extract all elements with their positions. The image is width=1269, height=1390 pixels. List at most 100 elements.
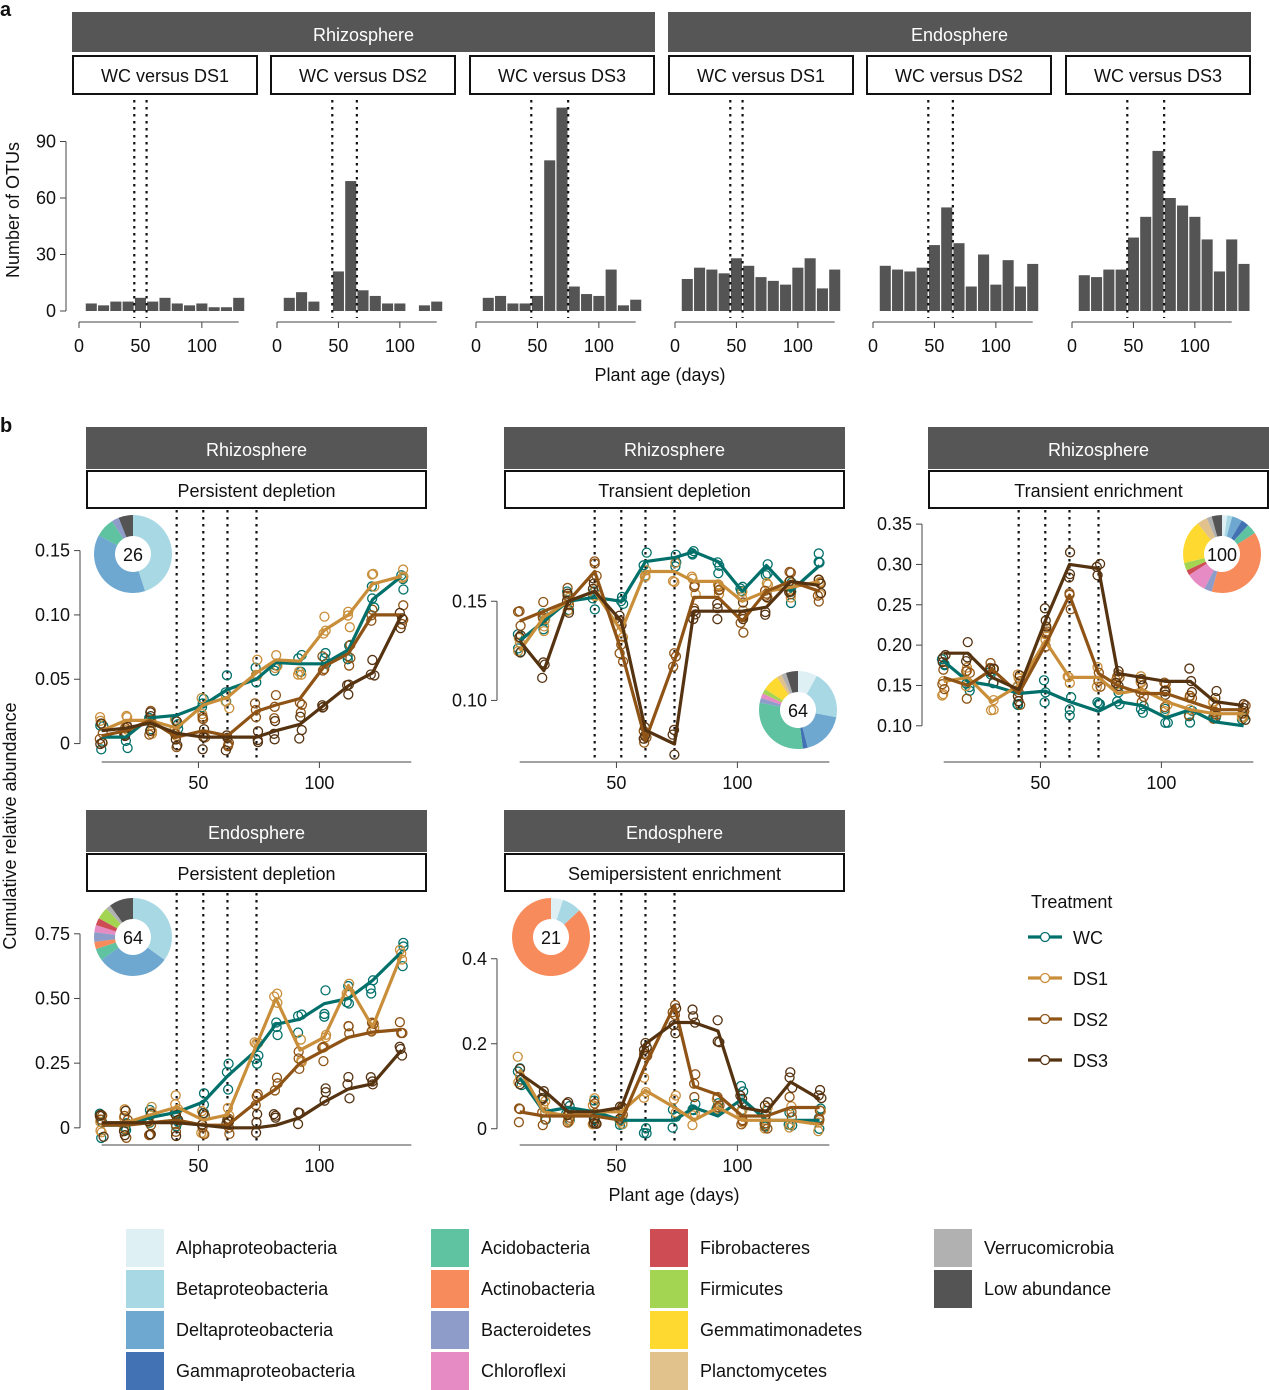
y-tick-label: 0.2 [462, 1034, 487, 1054]
donut-slice [511, 898, 590, 977]
taxa-legend-item: Gemmatimonadetes [650, 1311, 862, 1349]
replicate-point [144, 729, 155, 740]
donut-slice [1234, 525, 1255, 545]
histogram-bar [743, 265, 755, 311]
replicate-point [172, 740, 183, 751]
y-tick-label: 90 [36, 132, 56, 152]
replicate-point [196, 692, 207, 704]
replicate-point [320, 647, 331, 659]
x-tick-label: 100 [1180, 336, 1210, 356]
donut-slice [95, 918, 118, 932]
replicate-point [760, 609, 771, 620]
replicate-point [712, 1102, 724, 1113]
donut-slice [1197, 518, 1215, 540]
histogram-bar [916, 267, 928, 311]
histogram-bar [171, 303, 183, 311]
replicate-point [1160, 678, 1171, 689]
donut-slice [98, 908, 121, 929]
replicate-point [121, 1132, 132, 1143]
donut-slice [94, 932, 116, 942]
replicate-point [221, 670, 233, 681]
compartment-label: Rhizosphere [624, 440, 725, 460]
replicate-point [762, 592, 774, 604]
taxa-label: Fibrobacteres [700, 1237, 811, 1258]
histogram-bar [296, 292, 308, 311]
compartment-label: Endosphere [911, 25, 1008, 45]
y-tick-label: 60 [36, 188, 56, 208]
x-tick-label: 0 [74, 336, 84, 356]
taxa-label: Alphaproteobacteria [176, 1237, 338, 1258]
replicate-point [714, 584, 725, 595]
donut-slice [781, 672, 793, 694]
replicate-point [317, 651, 328, 662]
histogram-bar [1201, 239, 1213, 311]
donut-slice [798, 671, 817, 695]
donut-slice [1204, 570, 1218, 592]
histogram-bar [904, 271, 916, 311]
donut-slice [1206, 516, 1218, 538]
legend-marker [1039, 972, 1051, 984]
replicate-point [562, 588, 573, 599]
donut-slice [94, 535, 146, 593]
x-tick-label: 50 [1123, 336, 1143, 356]
replicate-point [170, 1130, 182, 1142]
legend-marker [1039, 1013, 1051, 1025]
replicate-point [937, 690, 948, 701]
replicate-point [515, 620, 526, 631]
replicate-point [939, 684, 950, 695]
donut-slice [765, 677, 789, 701]
taxa-label: Verrucomicrobia [984, 1237, 1115, 1258]
replicate-point [95, 1109, 106, 1120]
histogram-bar [718, 273, 730, 311]
series-line [101, 613, 402, 739]
composition-donut: 100 [1183, 515, 1262, 594]
replicate-point [122, 742, 133, 754]
histogram-bar [1127, 237, 1139, 311]
replicate-point [1013, 696, 1024, 707]
composition-donut: 64 [758, 671, 837, 749]
x-tick-label: 0 [471, 336, 481, 356]
replicate-point [170, 1126, 182, 1137]
line-chart-facet: Rhizosphere Transient depletion 50 100 0.10 0… [452, 427, 845, 793]
histogram-bar [965, 286, 977, 311]
histogram-bar [233, 297, 245, 311]
x-tick-label: 50 [188, 773, 208, 793]
donut-slice [800, 727, 808, 749]
x-tick-label: 0 [1067, 336, 1077, 356]
replicate-point [668, 724, 680, 736]
donut-slice [1226, 516, 1242, 539]
histogram-bar [332, 271, 344, 311]
comparison-strip [866, 55, 1052, 95]
replicate-point [813, 548, 824, 559]
x-tick-label: 100 [722, 773, 752, 793]
otu-count-label: 64 [123, 928, 143, 948]
histogram-bar [892, 269, 904, 311]
replicate-point [537, 672, 548, 684]
replicate-point [667, 1122, 678, 1133]
legend-label: DS3 [1073, 1051, 1108, 1071]
comparison-label: WC versus DS2 [299, 66, 427, 86]
replicate-point [738, 627, 749, 638]
pattern-label: Persistent depletion [177, 481, 335, 501]
replicate-point [562, 1117, 573, 1128]
compartment-label: Endosphere [208, 823, 305, 843]
replicate-point [784, 1091, 795, 1103]
histogram-bar [110, 301, 122, 311]
taxa-swatch [431, 1270, 469, 1308]
taxa-swatch [126, 1352, 164, 1390]
histogram-bar [706, 269, 718, 311]
legend-title: Treatment [1031, 892, 1112, 912]
replicate-point [938, 688, 949, 700]
y-tick-label: 30 [36, 245, 56, 265]
x-tick-label: 100 [783, 336, 813, 356]
x-tick-label: 50 [188, 1156, 208, 1176]
replicate-point [396, 613, 408, 624]
y-tick-label: 0.15 [452, 591, 487, 611]
replicate-point [96, 1132, 107, 1144]
histogram-bar [283, 297, 295, 311]
histogram-bar [730, 258, 742, 311]
replicate-point [1240, 714, 1251, 725]
replicate-point [252, 1108, 263, 1120]
replicate-point [120, 1105, 131, 1116]
x-tick-label: 0 [868, 336, 878, 356]
